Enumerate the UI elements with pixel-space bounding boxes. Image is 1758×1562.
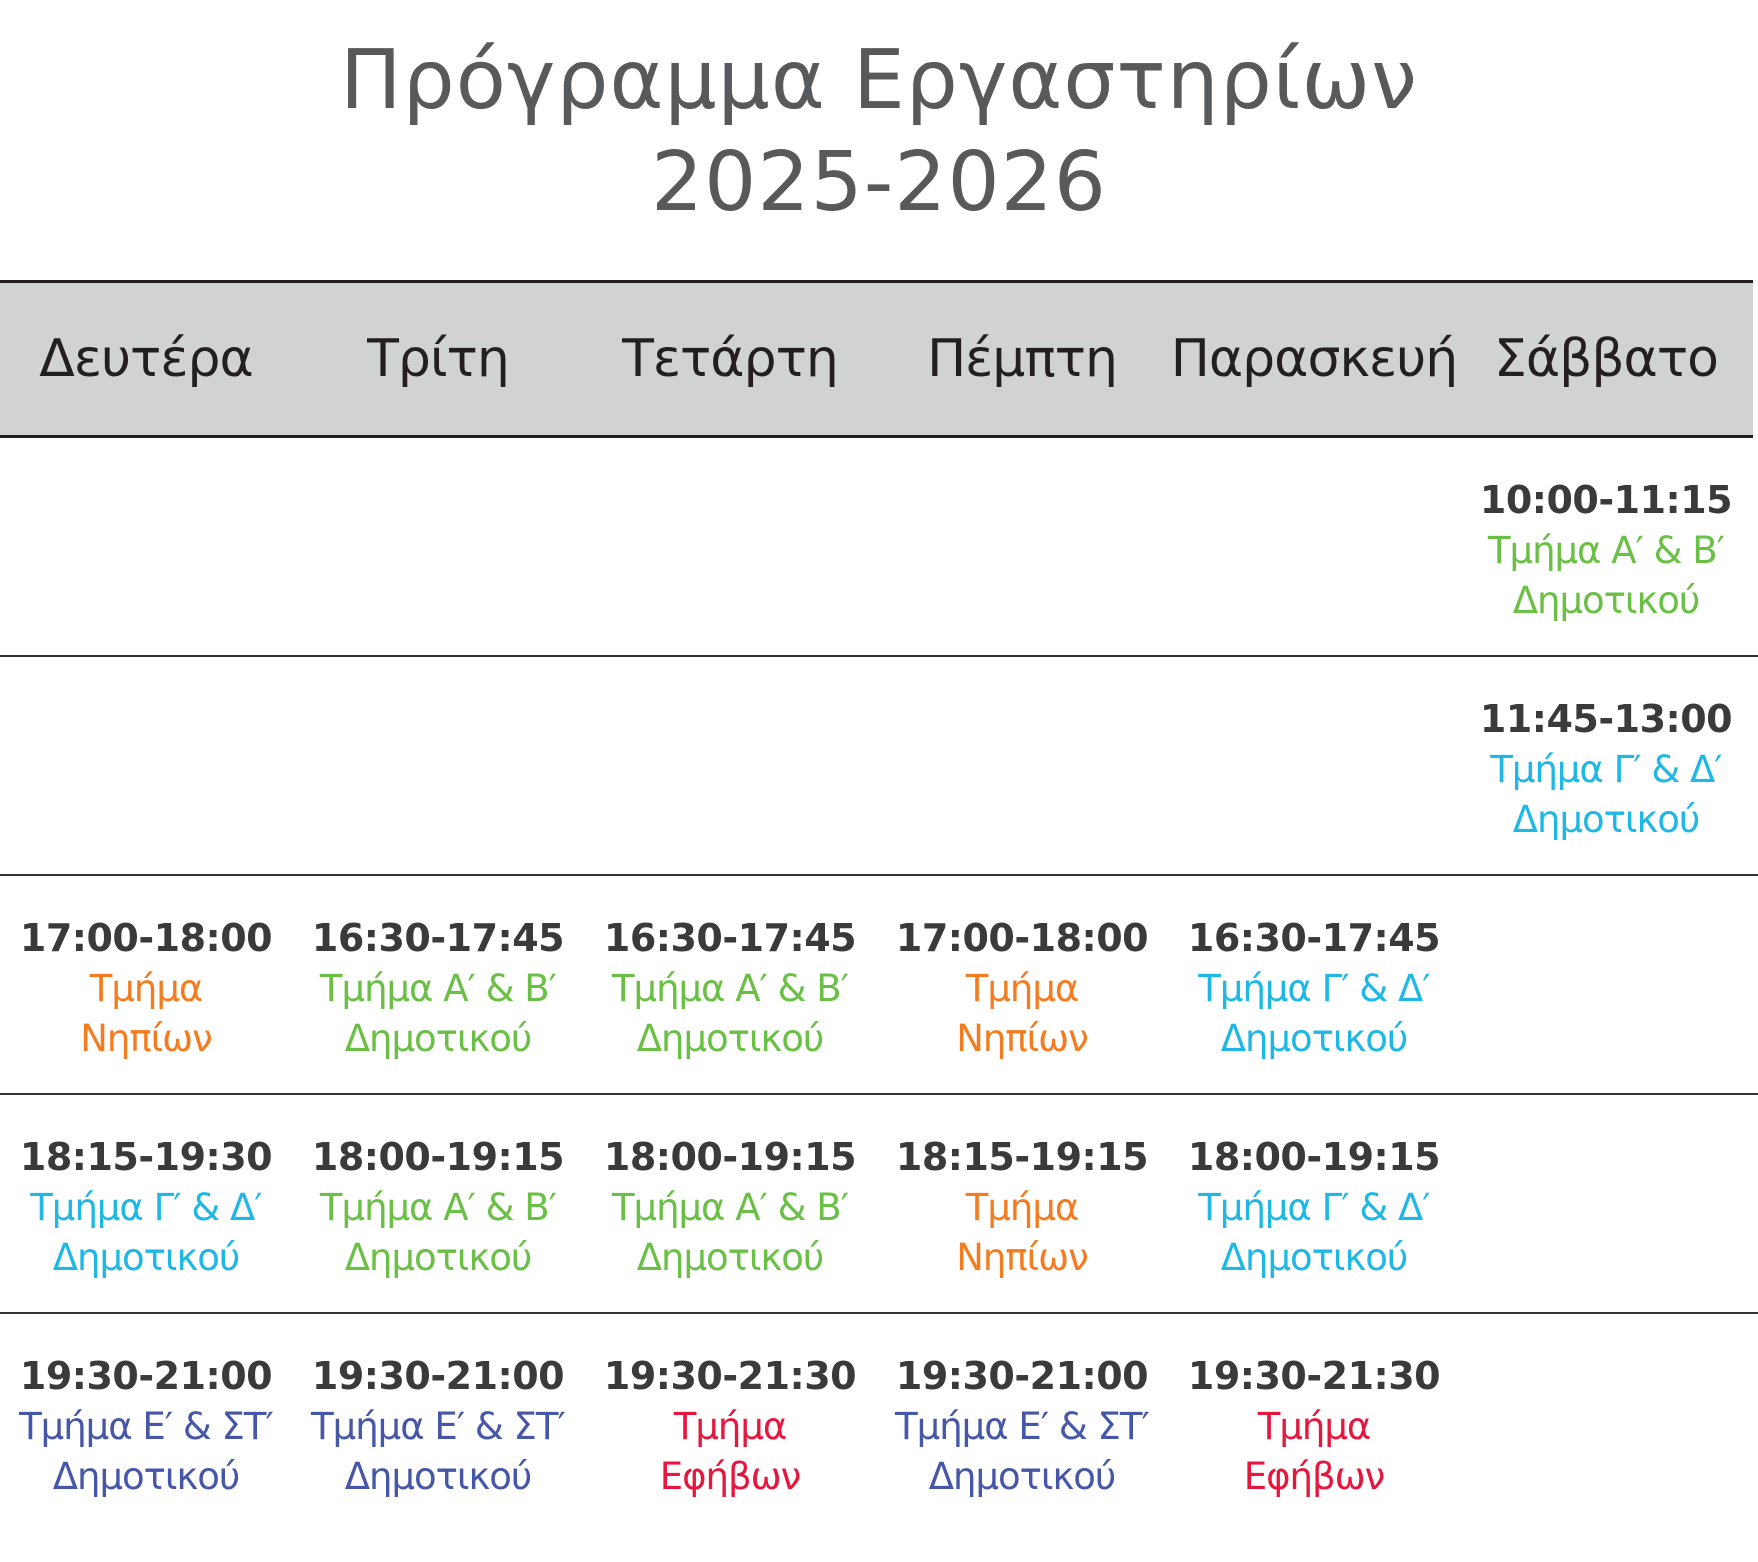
session-group: Τμήμα Ε′ & ΣΤ′	[311, 1405, 566, 1448]
session-time: 16:30-17:45	[311, 916, 565, 960]
session-group: Δημοτικού	[344, 1017, 533, 1060]
schedule-cell: 19:30-21:30 Τμήμα Εφήβων	[584, 1314, 876, 1531]
session-time: 18:15-19:15	[895, 1135, 1149, 1179]
session-group: Τμήμα Α′ & Β′	[1487, 529, 1725, 572]
session-time: 19:30-21:30	[603, 1354, 857, 1398]
session-time: 18:00-19:15	[603, 1135, 857, 1179]
session-group: Δημοτικού	[1220, 1017, 1409, 1060]
session-group: Τμήμα Α′ & Β′	[611, 1186, 849, 1229]
session-group: Δημοτικού	[1512, 798, 1701, 841]
session-group: Νηπίων	[956, 1236, 1089, 1279]
schedule-cell: 10:00-11:15 Τμήμα Α′ & Β′ Δημοτικού	[1460, 438, 1752, 655]
schedule-cell	[1460, 1314, 1752, 1531]
schedule-cell	[584, 657, 876, 874]
session-group: Τμήμα Α′ & Β′	[319, 1186, 557, 1229]
session-group: Τμήμα Γ′ & Δ′	[1198, 1186, 1430, 1229]
schedule-cell	[1168, 657, 1460, 874]
session-group: Δημοτικού	[1220, 1236, 1409, 1279]
day-header-row: Δευτέρα Τρίτη Τετάρτη Πέμπτη Παρασκευή Σάββατ…	[0, 280, 1753, 438]
session-group: Τμήμα Ε′ & ΣΤ′	[895, 1405, 1150, 1448]
schedule-cell: 18:00-19:15 Τμήμα Γ′ & Δ′ Δημοτικού	[1168, 1095, 1460, 1312]
session-group: Τμήμα Γ′ & Δ′	[30, 1186, 262, 1229]
session-group: Τμήμα	[965, 1186, 1080, 1229]
session-time: 17:00-18:00	[19, 916, 273, 960]
session-group: Δημοτικού	[636, 1017, 825, 1060]
session-time: 18:00-19:15	[311, 1135, 565, 1179]
schedule-cell: 16:30-17:45 Τμήμα Α′ & Β′ Δημοτικού	[292, 876, 584, 1093]
session-time: 19:30-21:00	[895, 1354, 1149, 1398]
session-group: Δημοτικού	[344, 1455, 533, 1498]
session-group: Δημοτικού	[344, 1236, 533, 1279]
schedule-cell	[1460, 1095, 1752, 1312]
session-time: 19:30-21:30	[1187, 1354, 1441, 1398]
schedule-cell: 19:30-21:00 Τμήμα Ε′ & ΣΤ′ Δημοτικού	[292, 1314, 584, 1531]
session-time: 19:30-21:00	[311, 1354, 565, 1398]
session-group: Τμήμα Γ′ & Δ′	[1198, 967, 1430, 1010]
day-header: Δευτέρα	[39, 329, 253, 389]
day-header: Παρασκευή	[1170, 329, 1458, 389]
session-group: Δημοτικού	[928, 1455, 1117, 1498]
session-time: 19:30-21:00	[19, 1354, 273, 1398]
session-time: 17:00-18:00	[895, 916, 1149, 960]
schedule-cell: 19:30-21:00 Τμήμα Ε′ & ΣΤ′ Δημοτικού	[876, 1314, 1168, 1531]
session-group: Τμήμα Ε′ & ΣΤ′	[19, 1405, 274, 1448]
schedule-cell: 16:30-17:45 Τμήμα Γ′ & Δ′ Δημοτικού	[1168, 876, 1460, 1093]
schedule-row: 10:00-11:15 Τμήμα Α′ & Β′ Δημοτικού	[0, 438, 1758, 657]
schedule-cell: 16:30-17:45 Τμήμα Α′ & Β′ Δημοτικού	[584, 876, 876, 1093]
session-group: Τμήμα Γ′ & Δ′	[1490, 748, 1722, 791]
title-line-1: Πρόγραμμα Εργαστηρίων	[340, 33, 1418, 128]
session-time: 16:30-17:45	[1187, 916, 1441, 960]
schedule-cell	[292, 657, 584, 874]
session-group: Δημοτικού	[52, 1236, 241, 1279]
session-group: Εφήβων	[659, 1455, 802, 1498]
day-header: Πέμπτη	[927, 329, 1118, 389]
schedule-grid: 10:00-11:15 Τμήμα Α′ & Β′ Δημοτικού 11:45-1…	[0, 438, 1758, 1531]
schedule-cell: 18:15-19:15 Τμήμα Νηπίων	[876, 1095, 1168, 1312]
session-group: Δημοτικού	[636, 1236, 825, 1279]
schedule-row: 19:30-21:00 Τμήμα Ε′ & ΣΤ′ Δημοτικού 19:30-…	[0, 1314, 1758, 1531]
title-line-2: 2025-2026	[651, 135, 1107, 230]
schedule-cell: 19:30-21:00 Τμήμα Ε′ & ΣΤ′ Δημοτικού	[0, 1314, 292, 1531]
schedule-row: 17:00-18:00 Τμήμα Νηπίων 16:30-17:45 Τμήμα Α…	[0, 876, 1758, 1095]
session-group: Δημοτικού	[52, 1455, 241, 1498]
schedule-cell	[1460, 876, 1752, 1093]
session-group: Εφήβων	[1243, 1455, 1386, 1498]
session-time: 11:45-13:00	[1479, 697, 1733, 741]
schedule-cell: 18:15-19:30 Τμήμα Γ′ & Δ′ Δημοτικού	[0, 1095, 292, 1312]
session-time: 18:00-19:15	[1187, 1135, 1441, 1179]
session-group: Τμήμα	[673, 1405, 788, 1448]
day-header: Τρίτη	[367, 329, 510, 389]
schedule-row: 18:15-19:30 Τμήμα Γ′ & Δ′ Δημοτικού 18:00-1…	[0, 1095, 1758, 1314]
schedule-cell	[876, 657, 1168, 874]
session-group: Τμήμα	[89, 967, 204, 1010]
session-time: 16:30-17:45	[603, 916, 857, 960]
day-header: Τετάρτη	[622, 329, 839, 389]
session-group: Νηπίων	[956, 1017, 1089, 1060]
schedule-cell: 18:00-19:15 Τμήμα Α′ & Β′ Δημοτικού	[584, 1095, 876, 1312]
session-group: Νηπίων	[80, 1017, 213, 1060]
session-group: Δημοτικού	[1512, 579, 1701, 622]
session-group: Τμήμα Α′ & Β′	[611, 967, 849, 1010]
schedule-cell: 19:30-21:30 Τμήμα Εφήβων	[1168, 1314, 1460, 1531]
session-group: Τμήμα Α′ & Β′	[319, 967, 557, 1010]
session-group: Τμήμα	[965, 967, 1080, 1010]
schedule-cell: 11:45-13:00 Τμήμα Γ′ & Δ′ Δημοτικού	[1460, 657, 1752, 874]
schedule-cell	[1168, 438, 1460, 655]
schedule-cell: 18:00-19:15 Τμήμα Α′ & Β′ Δημοτικού	[292, 1095, 584, 1312]
schedule-cell: 17:00-18:00 Τμήμα Νηπίων	[876, 876, 1168, 1093]
session-group: Τμήμα	[1257, 1405, 1372, 1448]
schedule-row: 11:45-13:00 Τμήμα Γ′ & Δ′ Δημοτικού	[0, 657, 1758, 876]
session-time: 10:00-11:15	[1479, 478, 1733, 522]
schedule-cell	[0, 657, 292, 874]
schedule-cell	[876, 438, 1168, 655]
schedule-cell	[292, 438, 584, 655]
schedule-cell: 17:00-18:00 Τμήμα Νηπίων	[0, 876, 292, 1093]
schedule-cell	[584, 438, 876, 655]
schedule-cell	[0, 438, 292, 655]
session-time: 18:15-19:30	[19, 1135, 273, 1179]
page-title: Πρόγραμμα Εργαστηρίων 2025-2026	[0, 30, 1758, 234]
day-header: Σάββατο	[1494, 329, 1719, 389]
